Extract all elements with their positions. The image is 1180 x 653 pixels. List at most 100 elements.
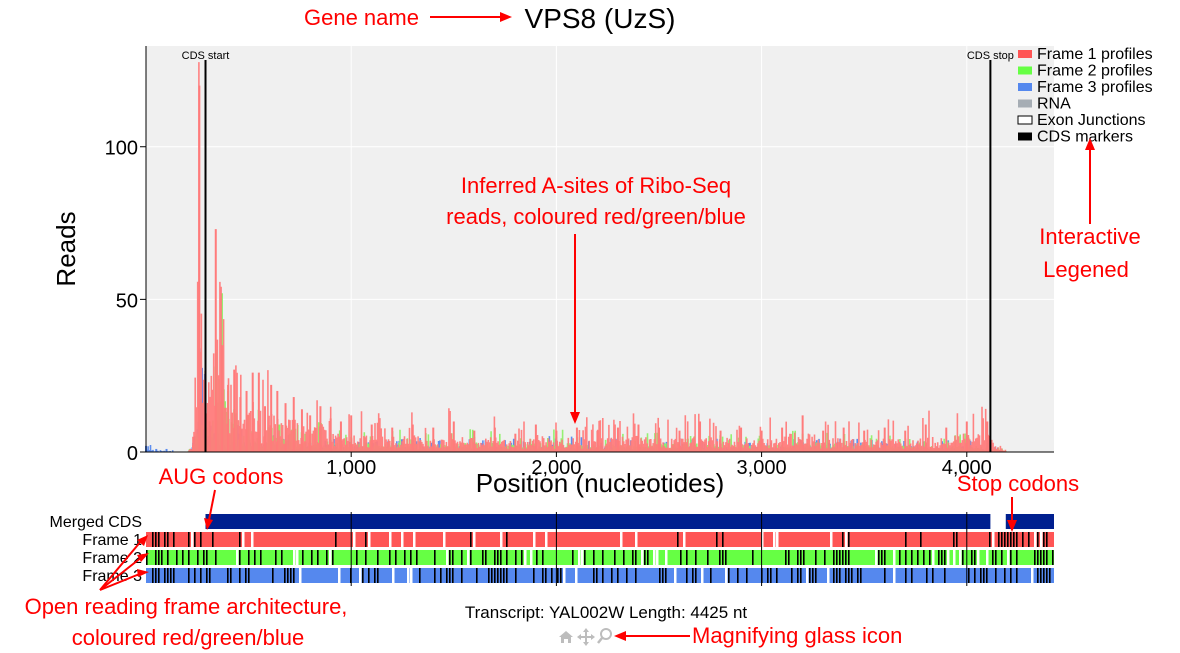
stop-codon	[356, 550, 358, 565]
stop-codon	[974, 550, 976, 565]
aug-codon	[467, 550, 470, 565]
magnifier-icon[interactable]	[597, 628, 612, 644]
aug-codon	[773, 532, 776, 547]
arrow-head	[137, 569, 149, 577]
stop-codon	[857, 568, 859, 583]
stop-codon	[194, 532, 196, 547]
stop-codon	[791, 568, 793, 583]
stop-codon	[944, 550, 946, 565]
stop-codon	[461, 568, 463, 583]
stop-codon	[281, 550, 283, 565]
stop-codon	[842, 532, 844, 547]
stop-codon	[860, 568, 862, 583]
stop-codon	[452, 550, 454, 565]
legend-item[interactable]: CDS markers	[1018, 129, 1133, 146]
transcript-info: Transcript: YAL002W Length: 4425 nt	[465, 603, 748, 622]
stop-codon	[1037, 568, 1039, 583]
stop-codon	[551, 568, 553, 583]
stop-codon	[848, 550, 850, 565]
stop-codon	[170, 568, 172, 583]
home-icon[interactable]	[559, 631, 573, 643]
stop-codon	[911, 550, 913, 565]
annotation-orf-line2: coloured red/green/blue	[72, 625, 304, 650]
stop-codon	[632, 550, 634, 565]
stop-codon	[260, 550, 262, 565]
stop-codon	[404, 550, 406, 565]
legend-item[interactable]: Frame 3 profiles	[1018, 79, 1153, 96]
stop-codon	[710, 568, 712, 583]
stop-codon	[1001, 550, 1003, 565]
aug-codon	[410, 568, 413, 583]
legend-swatch	[1018, 83, 1032, 91]
stop-codon	[707, 550, 709, 565]
stop-codon	[923, 550, 925, 565]
stop-codon	[842, 550, 844, 565]
x-tick-label: 3,000	[737, 457, 787, 479]
cds-marker-label: CDS stop	[967, 50, 1014, 62]
annotation-gene-name: Gene name	[304, 5, 419, 30]
aug-codon	[620, 532, 623, 547]
x-axis: 1,000 2,000 3,000 4,000	[146, 451, 1054, 479]
stop-codon	[239, 568, 241, 583]
stop-codon	[836, 568, 838, 583]
stop-codon	[722, 532, 724, 547]
x-tick-label: 4,000	[942, 457, 992, 479]
stop-codon	[1016, 550, 1018, 565]
stop-codon	[272, 568, 274, 583]
aug-codon	[392, 568, 395, 583]
stop-codon	[152, 532, 154, 547]
aug-codon	[947, 550, 950, 565]
track-label: Merged CDS	[50, 514, 142, 531]
aug-codon	[653, 550, 656, 565]
aug-codon	[776, 532, 779, 547]
stop-codon	[155, 532, 157, 547]
stop-codon	[248, 550, 250, 565]
stop-codon	[752, 550, 754, 565]
stop-codon	[167, 568, 169, 583]
y-axis-label: Reads	[51, 211, 81, 286]
arrow-head	[1085, 138, 1095, 150]
stop-codon	[728, 568, 730, 583]
aug-codon	[443, 532, 446, 547]
stop-codon	[812, 568, 814, 583]
stop-codon	[800, 550, 802, 565]
aug-codon	[1007, 550, 1010, 565]
stop-codon	[410, 550, 412, 565]
stop-codon	[200, 532, 202, 547]
stop-codon	[662, 568, 664, 583]
stop-codon	[1043, 550, 1045, 565]
stop-codon	[434, 550, 436, 565]
stop-codon	[1016, 532, 1018, 547]
stop-codon	[1046, 532, 1048, 547]
stop-codon	[677, 532, 679, 547]
aug-codon	[251, 532, 254, 547]
stop-codon	[836, 550, 838, 565]
stop-codon	[623, 550, 625, 565]
aug-codon	[353, 532, 356, 547]
aug-codon	[986, 550, 989, 565]
frame-track	[146, 532, 1054, 547]
legend-item[interactable]: Frame 2 profiles	[1018, 63, 1153, 80]
stop-codon	[1010, 568, 1012, 583]
stop-codon	[644, 550, 646, 565]
stop-codon	[503, 568, 505, 583]
legend-item[interactable]: Frame 1 profiles	[1018, 46, 1153, 63]
annotation-legend-line2: Legened	[1043, 257, 1129, 282]
annotation-stop: Stop codons	[957, 471, 1079, 496]
stop-codon	[926, 568, 928, 583]
aug-codon	[296, 550, 299, 565]
stop-codon	[158, 532, 160, 547]
stop-codon	[884, 550, 886, 565]
stop-codon	[884, 568, 886, 583]
legend-item[interactable]: RNA	[1018, 96, 1071, 113]
stop-codon	[1010, 550, 1012, 565]
stop-codon	[899, 550, 901, 565]
stop-codon	[374, 568, 376, 583]
stop-codon	[557, 568, 559, 583]
plot-area[interactable]	[146, 46, 1054, 452]
stop-codon	[1052, 550, 1054, 565]
pan-icon[interactable]	[577, 628, 595, 646]
aug-codon	[299, 568, 302, 583]
legend-item[interactable]: Exon Junctions	[1017, 112, 1146, 129]
